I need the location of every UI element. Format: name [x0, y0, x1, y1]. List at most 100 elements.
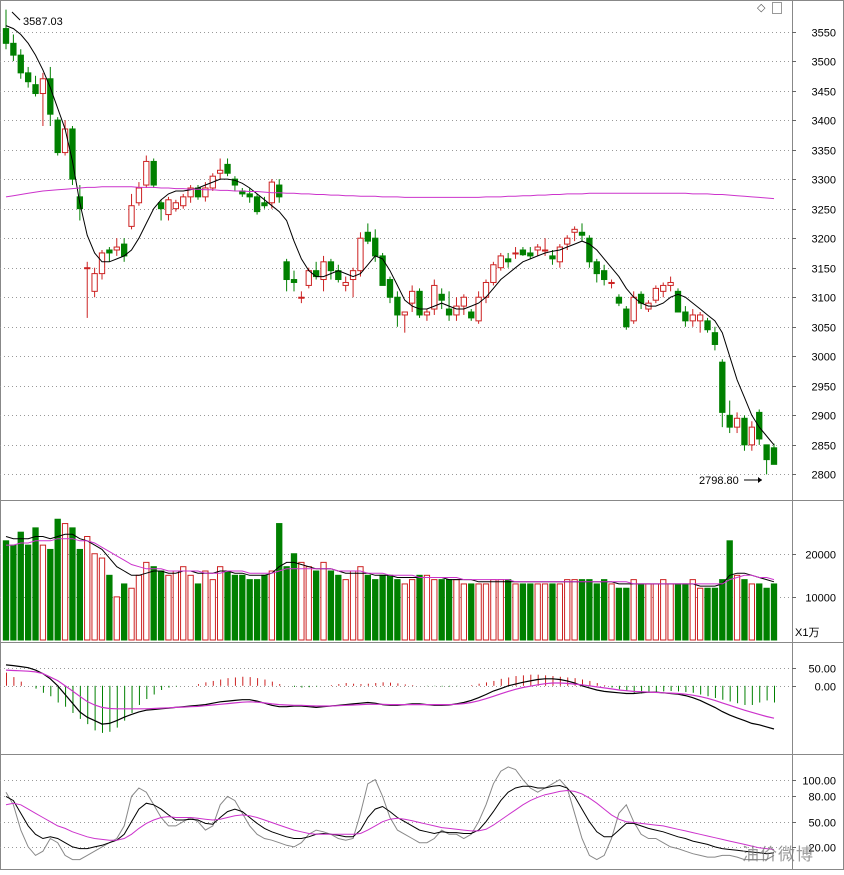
- volume-bar: [578, 579, 586, 641]
- candle-body: [615, 296, 623, 304]
- volume-bar: [180, 566, 187, 641]
- volume-bar: [600, 579, 608, 641]
- volume-bar: [113, 596, 120, 641]
- volume-bar: [431, 579, 438, 641]
- volume-bar: [512, 583, 519, 641]
- macd-dea-line: [5, 669, 775, 719]
- candle: [578, 223, 586, 242]
- candle-body: [674, 290, 682, 313]
- candle-body: [364, 231, 372, 242]
- candle-body: [416, 290, 423, 316]
- candle-body: [320, 261, 327, 281]
- y-tick-label: 3350: [812, 146, 836, 158]
- candle-body: [91, 273, 98, 292]
- volume-bar: [61, 523, 69, 641]
- volume-bar: [770, 583, 778, 641]
- y-tick-label: 3400: [812, 116, 836, 128]
- volume-bar: [224, 570, 231, 641]
- y-tick-label: 3500: [812, 57, 836, 69]
- volume-bar: [335, 574, 342, 641]
- volume-ma-long: [6, 538, 775, 585]
- volume-bar: [711, 587, 719, 641]
- candle-body: [475, 296, 482, 322]
- candle-body: [504, 258, 512, 263]
- y-tick-label: 3300: [812, 175, 836, 187]
- candle-body: [468, 311, 475, 319]
- candle: [711, 326, 719, 351]
- volume-bar: [327, 570, 335, 641]
- candle-body: [261, 202, 268, 207]
- candle-body: [431, 284, 438, 310]
- volume-bar: [504, 579, 512, 641]
- y-tick-label: 50.00: [808, 818, 836, 830]
- candle: [726, 400, 733, 434]
- candle-body: [357, 237, 364, 272]
- candle-body: [394, 296, 401, 316]
- candle: [91, 267, 98, 298]
- candle: [564, 235, 571, 250]
- volume-bar: [401, 583, 408, 641]
- candle: [342, 276, 349, 292]
- candle: [379, 252, 386, 286]
- diamond-icon[interactable]: ◇: [757, 2, 766, 14]
- candle-body: [556, 246, 564, 263]
- volume-bar: [704, 587, 711, 641]
- corner-controls: ◇: [757, 1, 785, 15]
- y-tick-label: 3100: [812, 293, 836, 305]
- volume-bar: [231, 574, 239, 641]
- candle: [674, 288, 682, 313]
- volume-bar: [187, 574, 194, 641]
- candle-body: [586, 237, 593, 263]
- volume-bar: [17, 531, 24, 641]
- volume-bar: [445, 579, 453, 641]
- volume-bar: [216, 566, 224, 641]
- candle: [696, 312, 704, 333]
- candle: [490, 261, 497, 286]
- candle-body: [172, 202, 180, 210]
- volume-bar: [172, 570, 180, 641]
- candle-body: [534, 246, 541, 251]
- candle-body: [342, 281, 349, 286]
- candle-body: [630, 296, 637, 322]
- candle-body: [571, 228, 578, 233]
- volume-bar: [150, 566, 157, 641]
- volume-bar: [475, 583, 482, 641]
- candle-body: [660, 284, 667, 292]
- candle-body: [327, 261, 335, 272]
- volume-bar: [763, 587, 770, 641]
- volume-bar: [608, 583, 615, 641]
- candle-body: [490, 264, 497, 283]
- y-tick-label: 0.00: [815, 682, 836, 694]
- volume-bar: [660, 579, 667, 641]
- y-tick-label: 20000: [805, 550, 836, 562]
- candle: [17, 49, 24, 79]
- candle-body: [135, 187, 143, 204]
- volume-bar: [519, 583, 527, 641]
- volume-bar: [76, 548, 84, 641]
- candle-body: [682, 311, 689, 322]
- volume-bar: [541, 583, 549, 641]
- candle-body: [408, 290, 416, 304]
- candle: [54, 117, 61, 156]
- candle: [224, 158, 231, 177]
- candle: [276, 179, 283, 203]
- volume-bar: [261, 574, 268, 641]
- candle-body: [696, 314, 704, 322]
- scroll-icon[interactable]: [771, 2, 782, 15]
- high-pointer: [11, 11, 21, 21]
- y-tick-label: 2900: [812, 411, 836, 423]
- volume-bar: [637, 583, 645, 641]
- kdj-j-line: [5, 766, 775, 861]
- candle-body: [379, 255, 386, 286]
- candle: [165, 196, 172, 221]
- candle: [763, 444, 770, 475]
- candle-body: [61, 128, 69, 154]
- candle-body: [69, 128, 76, 180]
- y-tick-label: 3450: [812, 87, 836, 99]
- ma-short-line: [5, 25, 775, 446]
- candle: [475, 291, 482, 324]
- candle-body: [372, 237, 379, 257]
- candle: [157, 199, 165, 221]
- candle-body: [17, 54, 24, 74]
